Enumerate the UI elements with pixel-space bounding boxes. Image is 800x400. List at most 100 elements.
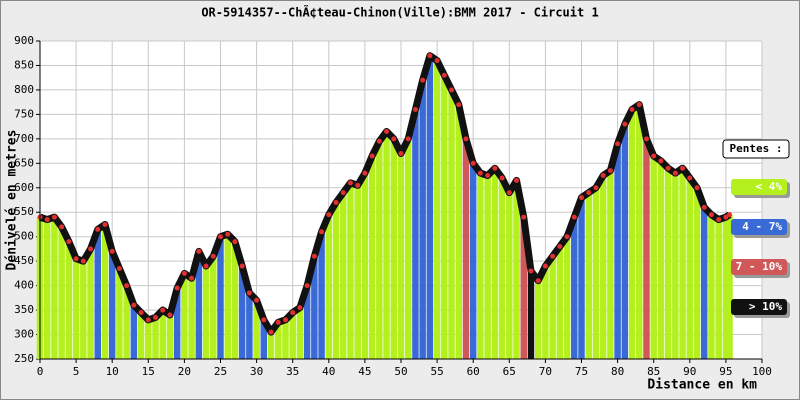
profile-point bbox=[434, 58, 440, 64]
profile-point bbox=[535, 278, 541, 284]
profile-point bbox=[347, 180, 353, 186]
profile-point bbox=[398, 151, 404, 157]
slope-bar bbox=[43, 219, 51, 359]
x-tick-label: 95 bbox=[719, 365, 732, 378]
profile-point bbox=[384, 129, 390, 135]
slope-bar bbox=[145, 319, 152, 359]
profile-point bbox=[275, 319, 281, 325]
profile-point bbox=[405, 136, 411, 142]
slope-bar bbox=[607, 170, 614, 359]
slope-bar bbox=[426, 55, 434, 360]
slope-bar bbox=[592, 187, 600, 359]
slope-bar bbox=[549, 256, 556, 359]
profile-point bbox=[261, 317, 267, 323]
profile-point bbox=[80, 258, 86, 264]
profile-point bbox=[600, 173, 606, 179]
profile-point bbox=[571, 214, 577, 220]
profile-point bbox=[311, 253, 317, 259]
profile-point bbox=[95, 226, 101, 232]
profile-point bbox=[506, 190, 512, 196]
profile-point bbox=[167, 312, 173, 318]
profile-point bbox=[73, 256, 79, 262]
profile-point bbox=[290, 310, 296, 316]
profile-point bbox=[59, 224, 65, 230]
profile-point bbox=[456, 102, 462, 108]
profile-point bbox=[622, 121, 628, 127]
slope-bar bbox=[433, 60, 441, 360]
slope-bar bbox=[217, 236, 224, 359]
slope-bar bbox=[65, 241, 73, 359]
slope-bar bbox=[643, 138, 650, 359]
x-tick-label: 45 bbox=[358, 365, 371, 378]
profile-point bbox=[449, 87, 455, 93]
profile-point bbox=[557, 243, 563, 249]
slope-bar bbox=[354, 185, 361, 359]
profile-point bbox=[225, 231, 231, 237]
slope-bar bbox=[311, 256, 318, 359]
y-tick-label: 450 bbox=[14, 254, 34, 267]
profile-point bbox=[477, 170, 483, 176]
slope-bar bbox=[58, 226, 65, 359]
x-tick-label: 35 bbox=[286, 365, 299, 378]
slope-bar bbox=[412, 109, 419, 359]
profile-point bbox=[564, 234, 570, 240]
profile-point bbox=[680, 165, 686, 171]
profile-point bbox=[528, 268, 534, 274]
profile-point bbox=[282, 317, 288, 323]
profile-point bbox=[727, 212, 733, 218]
x-tick-label: 65 bbox=[503, 365, 516, 378]
slope-bar bbox=[715, 219, 722, 359]
slope-bar bbox=[621, 124, 629, 360]
slope-bar bbox=[210, 256, 217, 359]
profile-point bbox=[369, 153, 375, 159]
slope-bar bbox=[159, 310, 166, 359]
slope-bar bbox=[130, 305, 138, 359]
slope-bar bbox=[318, 231, 325, 359]
slope-bar bbox=[628, 109, 636, 359]
profile-point bbox=[268, 329, 274, 335]
profile-point bbox=[441, 72, 447, 78]
slope-bar bbox=[195, 251, 203, 359]
chart-title: OR-5914357--ChÃ¢teau-Chinon(Ville):BMM 2… bbox=[201, 5, 598, 20]
slope-bar bbox=[51, 217, 58, 359]
slope-bar bbox=[585, 192, 592, 359]
slope-bar bbox=[571, 217, 578, 359]
profile-point bbox=[499, 175, 505, 181]
slope-bar bbox=[238, 266, 246, 359]
slope-bar bbox=[506, 192, 513, 359]
slope-bar bbox=[173, 288, 181, 359]
slope-bar bbox=[498, 177, 506, 359]
slope-bar bbox=[404, 138, 412, 359]
x-tick-label: 80 bbox=[611, 365, 624, 378]
profile-point bbox=[651, 153, 657, 159]
slope-bar bbox=[455, 104, 463, 359]
profile-point bbox=[542, 263, 548, 269]
x-tick-label: 15 bbox=[142, 365, 155, 378]
profile-point bbox=[181, 270, 187, 276]
slope-bar bbox=[72, 258, 80, 359]
profile-point bbox=[88, 246, 94, 252]
profile-point bbox=[586, 190, 592, 196]
legend-label: > 10% bbox=[749, 300, 782, 313]
x-tick-label: 30 bbox=[250, 365, 263, 378]
x-tick-label: 25 bbox=[214, 365, 227, 378]
slope-bar bbox=[267, 332, 275, 359]
profile-point bbox=[492, 165, 498, 171]
legend-label: < 4% bbox=[756, 180, 783, 193]
slope-bar bbox=[726, 214, 733, 359]
profile-point bbox=[254, 297, 260, 303]
slope-bar bbox=[672, 173, 679, 359]
slope-bar bbox=[513, 180, 520, 359]
y-tick-label: 350 bbox=[14, 303, 34, 316]
x-tick-label: 70 bbox=[539, 365, 552, 378]
profile-point bbox=[723, 214, 729, 220]
slope-bar bbox=[650, 155, 657, 359]
profile-point bbox=[708, 212, 714, 218]
slope-bar bbox=[303, 285, 311, 359]
slope-bar bbox=[246, 292, 253, 359]
profile-point bbox=[593, 185, 599, 191]
slope-bar bbox=[87, 248, 94, 359]
x-tick-label: 85 bbox=[647, 365, 660, 378]
profile-point bbox=[66, 239, 72, 245]
y-tick-label: 600 bbox=[14, 181, 34, 194]
